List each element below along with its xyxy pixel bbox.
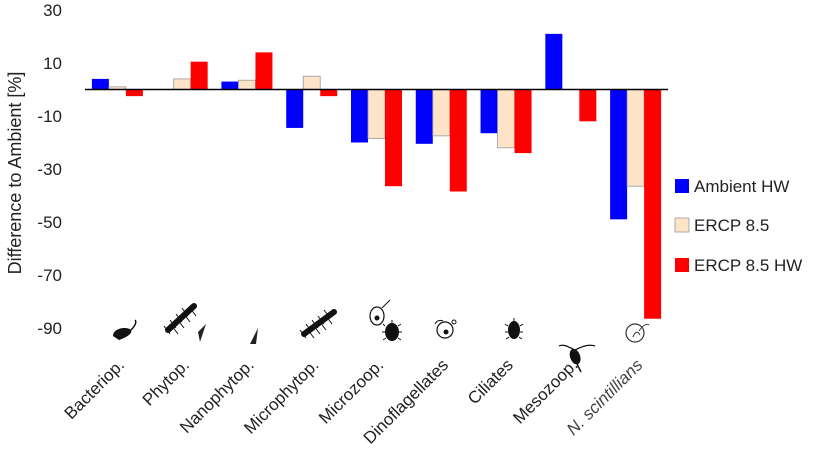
bar-ambient-hw-7 bbox=[545, 33, 563, 90]
y-tick-label: -10 bbox=[37, 107, 62, 126]
bar-ercp-8-5-hw-5 bbox=[449, 89, 467, 192]
legend-swatch bbox=[675, 179, 689, 193]
legend-swatch bbox=[674, 217, 690, 233]
category-label: Phytop. bbox=[139, 355, 193, 409]
bar-ercp-8-5-6 bbox=[497, 89, 515, 149]
legend-label: ERCP 8.5 HW bbox=[694, 256, 802, 275]
bar-ercp-8-5-5 bbox=[432, 89, 451, 137]
bacterium-icon bbox=[113, 319, 137, 340]
bar-ambient-hw-5 bbox=[415, 89, 433, 144]
category-label: Bacteriop. bbox=[61, 355, 129, 423]
organism-icons bbox=[113, 299, 650, 373]
legend: Ambient HW ERCP 8.5 ERCP 8.5 HW bbox=[674, 177, 802, 275]
bar-ambient-hw-4 bbox=[351, 89, 368, 143]
bar-ercp-8-5-hw-7 bbox=[579, 89, 597, 122]
y-axis-ticks: 30 10 -10 -30 -50 -70 -90 bbox=[37, 1, 62, 338]
bar-ercp-8-5-hw-0 bbox=[125, 89, 143, 97]
noctiluca-icon bbox=[625, 323, 650, 343]
y-tick-label: 30 bbox=[43, 1, 62, 20]
category-labels: Bacteriop. Phytop.Nanophytop.Microphytop.… bbox=[61, 355, 647, 448]
legend-label: ERCP 8.5 bbox=[694, 216, 769, 235]
nanophytoplankton-icon bbox=[250, 328, 258, 344]
bar-ambient-hw-6 bbox=[480, 89, 498, 134]
y-axis-label: Difference to Ambient [%] bbox=[5, 72, 25, 275]
microphytoplankton-chain-icon bbox=[299, 309, 337, 339]
bar-ercp-8-5-3 bbox=[302, 75, 321, 90]
microzooplankton-icon bbox=[369, 299, 402, 341]
y-tick-label: -70 bbox=[37, 266, 62, 285]
bar-ercp-8-5-hw-2 bbox=[255, 52, 273, 90]
y-tick-label: 10 bbox=[43, 54, 62, 73]
phytoplankton-chain-icon bbox=[163, 303, 206, 342]
bar-ercp-8-5-hw-3 bbox=[320, 89, 338, 97]
legend-swatch bbox=[675, 258, 689, 272]
bar-ercp-8-5-hw-4 bbox=[385, 89, 402, 187]
bar-ercp-8-5-hw-1 bbox=[190, 61, 208, 90]
bar-ambient-hw-8 bbox=[610, 89, 628, 220]
bar-ambient-hw-3 bbox=[286, 89, 304, 128]
y-tick-label: -50 bbox=[37, 213, 62, 232]
bar-ambient-hw-2 bbox=[221, 81, 239, 90]
y-tick-label: -90 bbox=[37, 319, 62, 338]
y-tick-label: -30 bbox=[37, 160, 62, 179]
ciliate-icon bbox=[504, 318, 524, 340]
bar-ambient-hw-0 bbox=[91, 78, 109, 90]
category-label: Ciliates bbox=[464, 355, 517, 408]
bars-layer bbox=[91, 33, 662, 319]
dinoflagellate-icon bbox=[434, 319, 457, 339]
bar-ercp-8-5-hw-8 bbox=[644, 89, 662, 319]
bar-ercp-8-5-1 bbox=[173, 78, 192, 90]
bar-ercp-8-5-2 bbox=[238, 79, 256, 90]
bar-ercp-8-5-4 bbox=[367, 89, 386, 139]
bar-ercp-8-5-hw-6 bbox=[514, 89, 532, 154]
bar-ercp-8-5-8 bbox=[626, 89, 645, 187]
legend-label: Ambient HW bbox=[694, 177, 789, 196]
copepod-icon bbox=[558, 344, 596, 373]
